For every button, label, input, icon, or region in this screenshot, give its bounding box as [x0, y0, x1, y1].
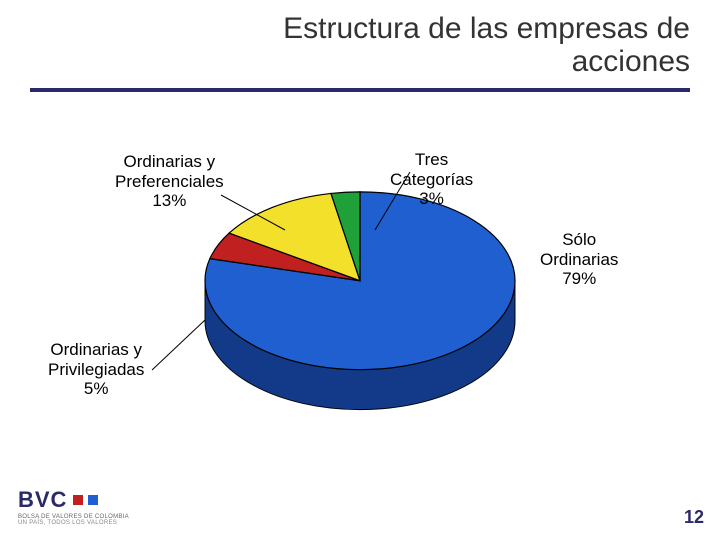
logo-square-red — [73, 495, 83, 505]
slice-label-line: Ordinarias — [540, 250, 618, 270]
page-number: 12 — [684, 507, 704, 528]
title-line-1: Estructura de las empresas de — [170, 12, 690, 45]
slice-label: Ordinarias yPreferenciales13% — [115, 152, 224, 211]
logo-subline-2: UN PAÍS, TODOS LOS VALORES — [18, 520, 129, 526]
slice-label-line: 79% — [540, 269, 618, 289]
slice-label-line: Ordinarias y — [48, 340, 144, 360]
chart-area: SóloOrdinarias79%Ordinarias yPrivilegiad… — [40, 110, 680, 470]
slice-label-line: Sólo — [540, 230, 618, 250]
slice-label: Ordinarias yPrivilegiadas5% — [48, 340, 144, 399]
slice-label-line: Preferenciales — [115, 172, 224, 192]
title-line-2: acciones — [170, 45, 690, 78]
logo-square-blue — [88, 495, 98, 505]
slice-label-line: Categorías — [390, 170, 473, 190]
pie-svg — [180, 171, 540, 431]
title-block: Estructura de las empresas de acciones — [170, 12, 690, 78]
slice-label: TresCategorías3% — [390, 150, 473, 209]
slice-label-line: Privilegiadas — [48, 360, 144, 380]
slice-label-line: Ordinarias y — [115, 152, 224, 172]
logo-row: BVC — [18, 487, 129, 513]
pie-chart — [180, 171, 540, 436]
slice-label-line: 3% — [390, 189, 473, 209]
slide: Estructura de las empresas de acciones S… — [0, 0, 720, 540]
footer-logo: BVC BOLSA DE VALORES DE COLOMBIA UN PAÍS… — [18, 487, 129, 526]
title-underline — [30, 88, 690, 92]
logo-text: BVC — [18, 487, 67, 513]
slice-label-line: Tres — [390, 150, 473, 170]
slice-label: SóloOrdinarias79% — [540, 230, 618, 289]
slice-label-line: 5% — [48, 379, 144, 399]
slice-label-line: 13% — [115, 191, 224, 211]
